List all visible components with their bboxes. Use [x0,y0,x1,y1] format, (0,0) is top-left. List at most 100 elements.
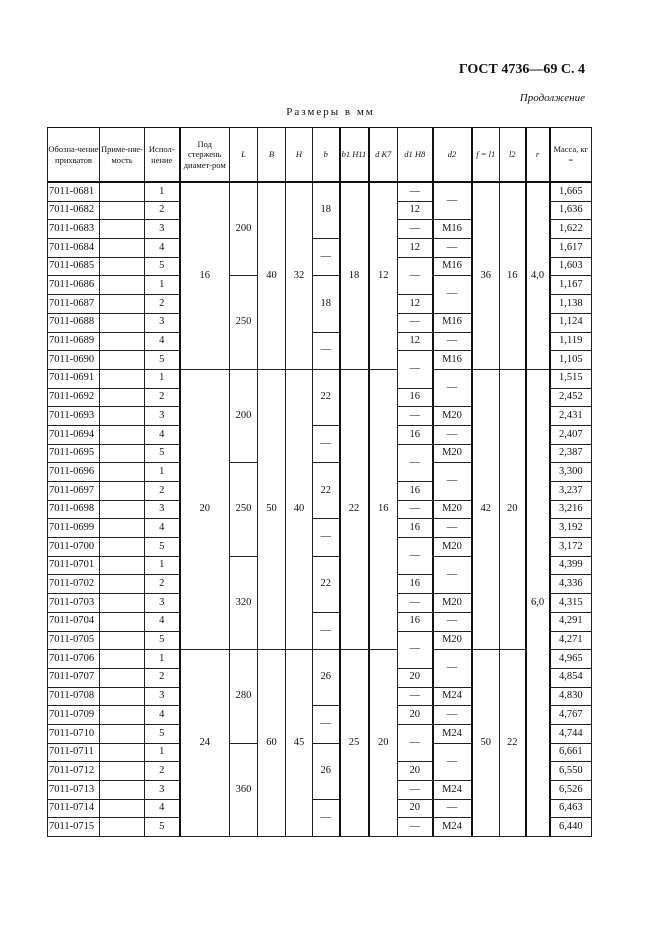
cell-d2: M16 [432,256,473,277]
cell-applicability [99,462,145,482]
cell-r: 4,0 [525,181,551,370]
cell-mass: 2,431 [549,406,592,426]
cell-code: 7011-0708 [47,686,100,707]
cell-code: 7011-0687 [47,294,100,314]
cell-code: 7011-0689 [47,331,100,352]
table-row: 7011-0698 3 — M20 3,216 [47,499,592,520]
cell-d2: M20 [432,630,473,651]
cell-code: 7011-0705 [47,630,100,651]
cell-mass: 3,300 [549,462,592,482]
cell-applicability [99,723,145,744]
cell-mass: 4,767 [549,705,592,725]
cell-L: 200 [229,181,258,277]
cell-mass: 4,399 [549,555,592,576]
cell-d2: — [432,518,473,539]
cell-d1: — [397,499,434,520]
table-row: 7011-0703 3 — M20 4,315 [47,593,592,613]
cell-b: — [312,518,341,557]
cell-mass: 1,138 [549,294,592,314]
cell-d1: — [397,723,434,763]
cell-B: 40 [257,181,286,370]
table-row: 7011-0714 4—20—6,463 [47,798,592,838]
cell-r: 6,0 [525,368,551,838]
cell-d1: 16 [397,518,434,539]
cell-mass: 3,216 [549,499,592,520]
column-header-f: f = l1 [471,127,500,183]
cell-version: 5 [144,630,181,651]
cell-version: 3 [144,686,181,707]
cell-version: 4 [144,611,181,632]
cell-applicability [99,798,145,819]
cell-rod: 16 [179,181,230,370]
cell-l2: 16 [499,181,527,370]
cell-version: 4 [144,331,181,352]
cell-d1: — [397,181,434,202]
cell-d1: — [397,630,434,669]
cell-code: 7011-0699 [47,518,100,539]
cell-d2: — [432,331,473,352]
cell-d1: — [397,406,434,426]
cell-version: 4 [144,424,181,445]
cell-B: 60 [257,649,286,838]
cell-b1: 25 [339,649,370,838]
cell-mass: 4,315 [549,593,592,613]
cell-version: 2 [144,481,181,501]
table-row: 7011-0687 2 12 1,138 [47,294,592,314]
table-row: 7011-0705 5 — M20 4,271 [47,630,592,669]
cell-code: 7011-0713 [47,780,100,800]
cell-version: 3 [144,312,181,333]
cell-b: — [312,238,341,277]
column-header-B: B [257,127,286,183]
cell-code: 7011-0706 [47,649,100,669]
cell-applicability [99,368,145,389]
cell-b: 26 [312,742,341,800]
cell-mass: 6,526 [549,780,592,800]
cell-mass: 1,119 [549,331,592,352]
cell-d1: 12 [397,294,434,314]
cell-mass: 1,105 [549,350,592,370]
cell-applicability [99,481,145,501]
cell-code: 7011-0682 [47,200,100,221]
cell-mass: 6,550 [549,761,592,781]
cell-mass: 4,854 [549,667,592,688]
cell-mass: 4,291 [549,611,592,632]
cell-mass: 6,440 [549,817,592,838]
cell-code: 7011-0710 [47,723,100,744]
cell-mass: 4,271 [549,630,592,651]
cell-mass: 1,515 [549,368,592,389]
cell-d1: 16 [397,481,434,501]
cell-L: 320 [229,555,258,651]
cell-d2: M24 [432,686,473,707]
table-row: 7011-0697 2 16 3,237 [47,481,592,501]
cell-applicability [99,817,145,838]
cell-applicability [99,331,145,352]
cell-d2: M24 [432,817,473,838]
cell-H: 45 [285,649,313,838]
cell-d1: — [397,593,434,613]
cell-version: 5 [144,723,181,744]
cell-mass: 1,124 [549,312,592,333]
cell-applicability [99,630,145,651]
cell-mass: 6,661 [549,742,592,763]
cell-applicability [99,424,145,445]
cell-applicability [99,780,145,800]
cell-version: 3 [144,780,181,800]
cell-rod: 20 [179,368,230,651]
cell-mass: 1,603 [549,256,592,277]
table-row: 7011-0685 5 — M16 1,603 [47,256,592,296]
cell-version: 2 [144,200,181,221]
column-header-l2: l2 [499,127,527,183]
table-row: 7011-0711 1 360 26—6,661 [47,742,592,838]
cell-d2: — [432,649,473,688]
cell-version: 2 [144,667,181,688]
cell-applicability [99,667,145,688]
cell-d2: M20 [432,406,473,426]
cell-applicability [99,742,145,763]
table-row: 7011-0710 5 — M24 4,744 [47,723,592,763]
cell-b: — [312,611,341,651]
cell-code: 7011-0686 [47,275,100,296]
column-header-b: b [312,127,341,183]
cell-applicability [99,649,145,669]
cell-d1: 16 [397,611,434,632]
